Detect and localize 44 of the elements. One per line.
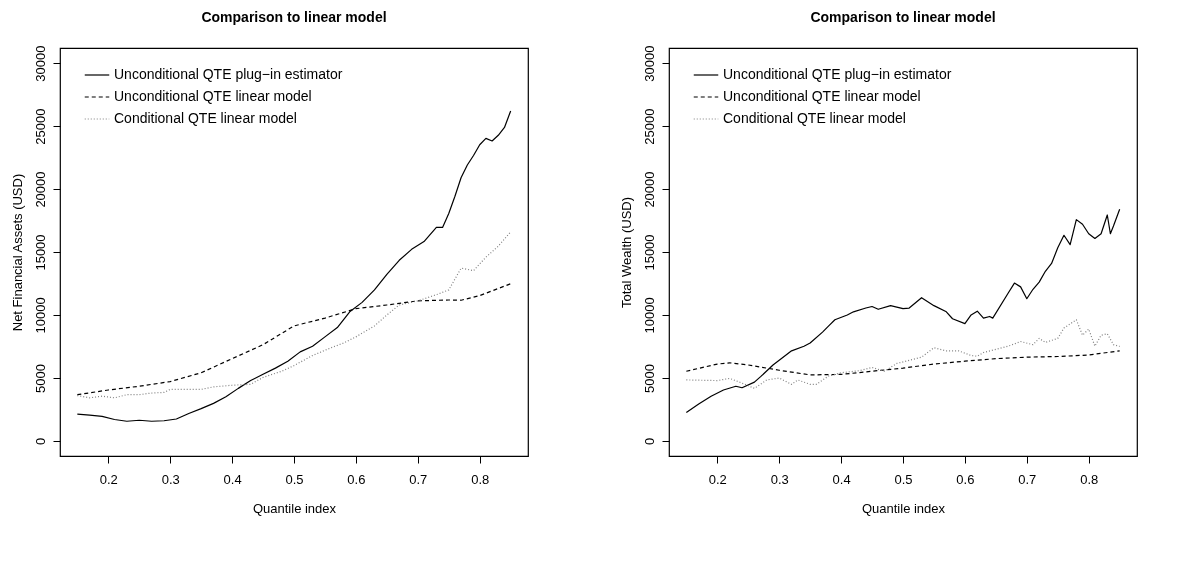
y-tick-label: 5000 <box>32 363 48 393</box>
y-axis-title: Total Wealth (USD) <box>618 196 634 309</box>
legend-label: Conditional QTE linear model <box>723 110 906 126</box>
x-tick-label: 0.6 <box>347 471 366 487</box>
x-tick-label: 0.5 <box>285 471 304 487</box>
x-tick-label: 0.3 <box>161 471 180 487</box>
y-tick-label: 20000 <box>641 171 657 208</box>
y-tick-label: 30000 <box>641 45 657 82</box>
legend-label: Unconditional QTE linear model <box>723 88 921 104</box>
x-tick-label: 0.6 <box>956 471 975 487</box>
line-series <box>76 110 512 422</box>
x-axis-title: Quantile index <box>861 500 946 516</box>
y-tick-label: 30000 <box>32 45 48 82</box>
x-tick-label: 0.4 <box>832 471 851 487</box>
y-tick-label: 20000 <box>32 171 48 208</box>
y-tick-label: 25000 <box>641 108 657 145</box>
y-tick-label: 10000 <box>641 297 657 334</box>
x-tick-label: 0.4 <box>223 471 242 487</box>
line-series <box>685 208 1121 414</box>
line-series <box>76 231 512 399</box>
legend-label: Conditional QTE linear model <box>114 110 297 126</box>
y-tick-label: 0 <box>641 437 657 446</box>
y-tick-label: 0 <box>32 437 48 446</box>
legend-label: Unconditional QTE plug−in estimator <box>114 66 343 82</box>
line-series <box>685 319 1121 389</box>
chart-title: Comparison to linear model <box>201 9 387 26</box>
x-tick-label: 0.3 <box>770 471 789 487</box>
chart-title: Comparison to linear model <box>810 9 996 26</box>
x-tick-label: 0.7 <box>409 471 428 487</box>
x-tick-label: 0.8 <box>1080 471 1099 487</box>
y-tick-label: 25000 <box>32 108 48 145</box>
y-axis-title: Net Financial Assets (USD) <box>9 173 25 332</box>
legend-label: Unconditional QTE plug−in estimator <box>723 66 952 82</box>
x-tick-label: 0.2 <box>99 471 118 487</box>
x-tick-label: 0.2 <box>708 471 727 487</box>
x-tick-label: 0.7 <box>1018 471 1037 487</box>
x-axis-title: Quantile index <box>252 500 337 516</box>
y-tick-label: 15000 <box>32 234 48 271</box>
y-tick-label: 5000 <box>641 363 657 393</box>
x-tick-label: 0.5 <box>894 471 913 487</box>
legend-label: Unconditional QTE linear model <box>114 88 312 104</box>
x-tick-label: 0.8 <box>471 471 490 487</box>
y-tick-label: 15000 <box>641 234 657 271</box>
y-tick-label: 10000 <box>32 297 48 334</box>
